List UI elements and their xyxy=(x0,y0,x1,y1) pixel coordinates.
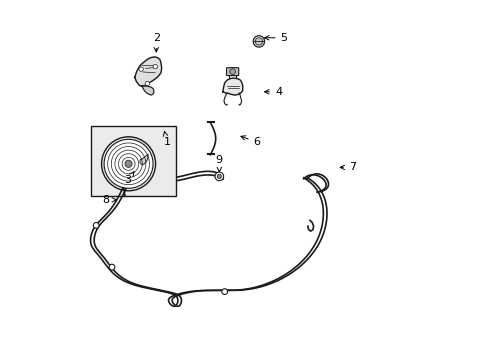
Text: 8: 8 xyxy=(102,195,116,205)
FancyBboxPatch shape xyxy=(226,68,238,76)
Text: 2: 2 xyxy=(152,33,160,52)
Circle shape xyxy=(125,160,132,167)
Circle shape xyxy=(109,264,115,270)
Text: 7: 7 xyxy=(340,162,355,172)
Text: 4: 4 xyxy=(264,87,282,97)
Text: 5: 5 xyxy=(264,33,287,43)
Polygon shape xyxy=(142,86,153,95)
Circle shape xyxy=(229,69,235,75)
Circle shape xyxy=(104,139,153,188)
Circle shape xyxy=(145,81,149,86)
Polygon shape xyxy=(134,57,162,86)
Polygon shape xyxy=(223,78,242,95)
Circle shape xyxy=(93,222,99,228)
Text: 3: 3 xyxy=(124,172,134,185)
Circle shape xyxy=(222,289,227,294)
Circle shape xyxy=(215,172,223,181)
Text: 1: 1 xyxy=(163,131,170,147)
Circle shape xyxy=(217,174,221,179)
Text: 9: 9 xyxy=(215,155,223,172)
FancyBboxPatch shape xyxy=(91,126,176,196)
Circle shape xyxy=(102,137,155,191)
Circle shape xyxy=(153,64,157,69)
Circle shape xyxy=(253,36,264,47)
Polygon shape xyxy=(140,154,148,165)
Text: 6: 6 xyxy=(241,136,260,147)
Circle shape xyxy=(139,67,143,71)
